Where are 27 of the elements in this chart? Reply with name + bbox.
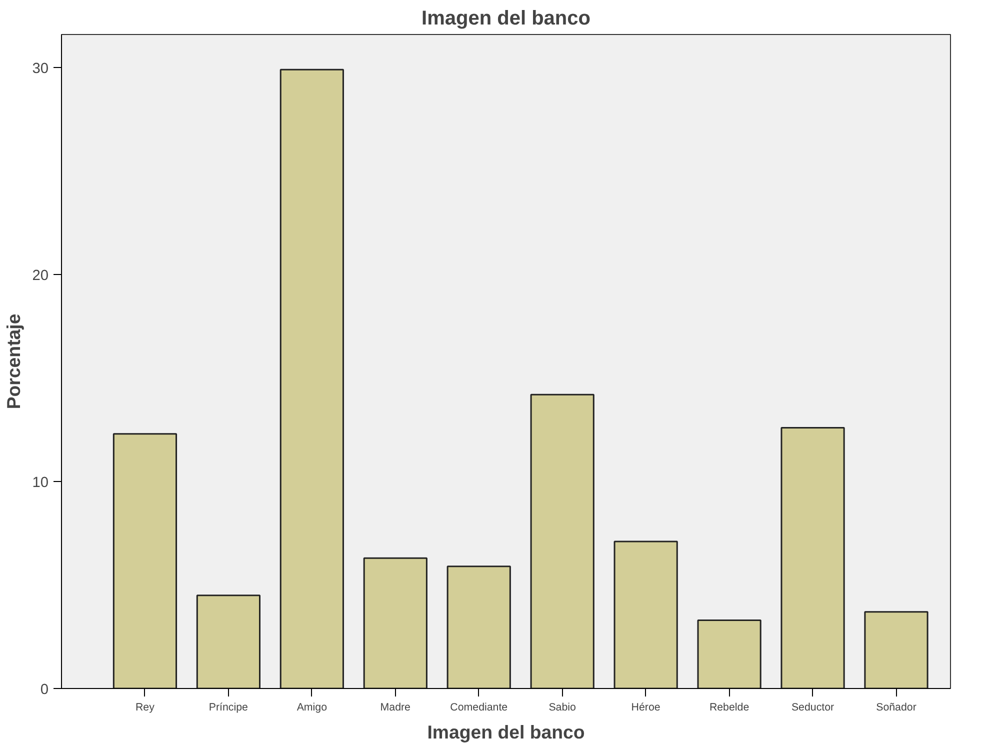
bar xyxy=(446,566,511,688)
bar xyxy=(697,619,762,688)
x-tick-label: Sabio xyxy=(548,702,576,714)
x-tick-label: Soñador xyxy=(876,702,917,714)
x-axis-title: Imagen del banco xyxy=(427,722,585,742)
bar xyxy=(780,426,845,688)
x-tick-label: Rebelde xyxy=(709,702,750,714)
x-tick-label: Comediante xyxy=(450,702,508,714)
y-tick-label: 10 xyxy=(32,475,49,492)
x-tick-label: Madre xyxy=(380,702,411,714)
y-tick-label: 0 xyxy=(40,682,49,698)
y-tick-label: 30 xyxy=(32,61,49,78)
bar xyxy=(196,594,260,688)
bar xyxy=(614,540,678,688)
bar xyxy=(530,394,594,688)
bar xyxy=(363,557,428,688)
chart-title: Imagen del banco xyxy=(422,8,590,30)
x-tick-label: Amigo xyxy=(296,702,328,714)
x-tick-label: Rey xyxy=(136,702,156,714)
x-tick-label: Seductor xyxy=(791,702,835,714)
y-axis-title: Porcentaje xyxy=(3,314,24,410)
bar xyxy=(112,433,178,688)
bar xyxy=(864,611,928,688)
y-tick-label: 20 xyxy=(32,268,49,284)
x-tick-label: Héroe xyxy=(631,702,660,714)
bar xyxy=(280,68,344,688)
x-tick-label: Príncipe xyxy=(208,702,248,714)
